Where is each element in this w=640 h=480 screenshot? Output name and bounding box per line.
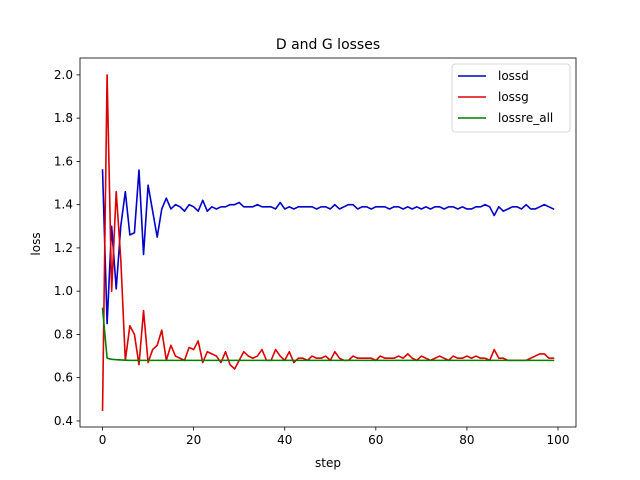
series-line-lossg — [101, 74, 555, 411]
x-tick-label: 100 — [547, 433, 570, 447]
legend-label-lossre_all: lossre_all — [498, 111, 553, 125]
y-tick-label: 1.2 — [54, 241, 73, 255]
y-tick-label: 0.6 — [54, 371, 73, 385]
legend-label-lossd: lossd — [498, 69, 529, 83]
y-tick-label: 0.4 — [54, 414, 73, 428]
plot-area: 0 20 40 60 80 100 0.4 0.6 0.8 1.0 1.2 1.4 1.6 1.8 2.0 — [54, 57, 577, 447]
y-axis-label: loss — [29, 232, 43, 255]
y-tick-label: 0.8 — [54, 327, 73, 341]
legend-box — [451, 63, 571, 133]
y-tick-label: 1.8 — [54, 111, 73, 125]
y-tick-label: 2.0 — [54, 68, 73, 82]
x-tick-label: 80 — [459, 433, 474, 447]
legend-label-lossg: lossg — [498, 90, 529, 104]
x-tick-label: 40 — [277, 433, 292, 447]
x-tick-label: 0 — [99, 433, 107, 447]
legend: lossd lossg lossre_all — [451, 63, 571, 133]
x-axis-label: step — [315, 456, 341, 470]
series-line-lossre_all — [101, 307, 555, 362]
x-tick-label: 20 — [186, 433, 201, 447]
chart-title: D and G losses — [276, 37, 380, 53]
y-tick-label: 1.4 — [54, 198, 73, 212]
y-tick-label: 1.0 — [54, 284, 73, 298]
y-tick-label: 1.6 — [54, 154, 73, 168]
series-line-lossd — [101, 169, 555, 325]
x-tick-label: 60 — [368, 433, 383, 447]
axes-frame — [79, 57, 577, 428]
